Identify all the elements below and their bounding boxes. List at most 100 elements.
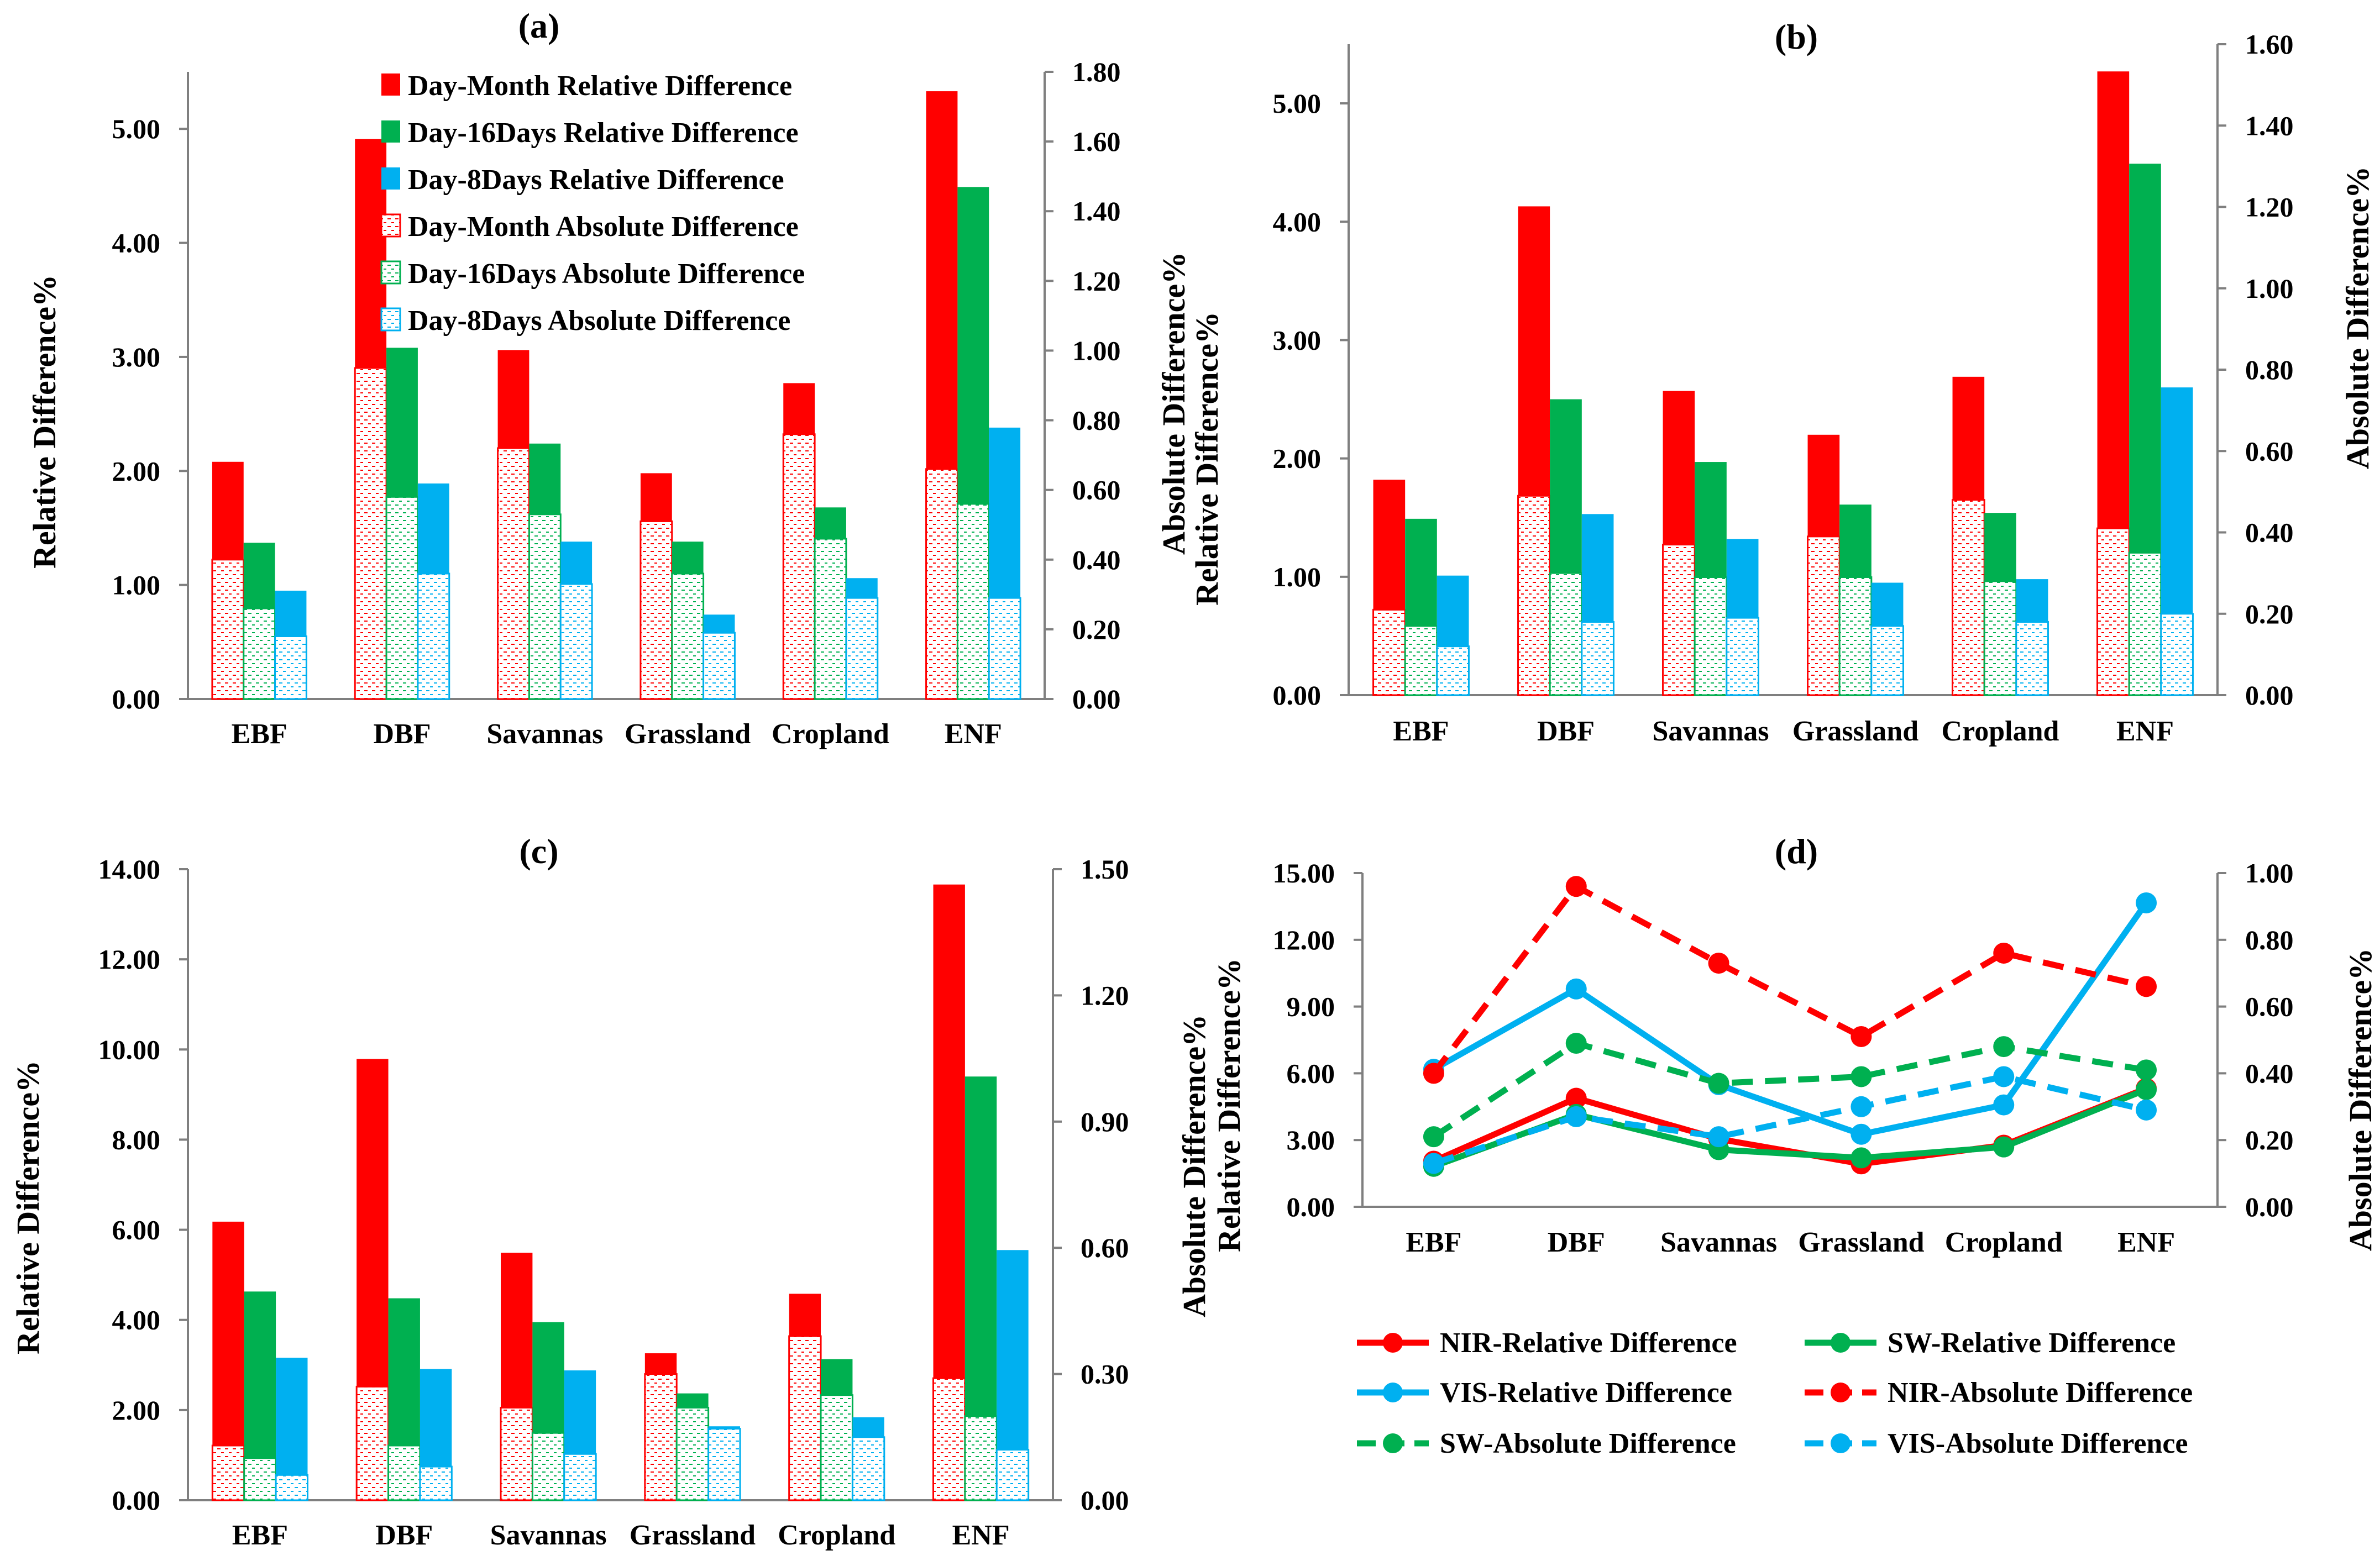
- bar-day-month-absolute-difference: [2096, 527, 2130, 696]
- bar-day-8days-absolute-difference: [559, 583, 593, 700]
- x-tick-label: EBF: [232, 1520, 288, 1551]
- x-tick-label: DBF: [1548, 1227, 1605, 1258]
- y2-tick-label: 0.90: [1081, 1106, 1129, 1137]
- y-tick-label: 15.00: [1273, 858, 1335, 889]
- y2-tick-label: 1.00: [1072, 335, 1121, 366]
- panel-b: (b) Relative Difference% Absolute Differ…: [1189, 17, 2376, 747]
- y-tick-label: 1.00: [1273, 561, 1322, 592]
- legend-label: Day-8Days Relative Difference: [408, 164, 784, 196]
- line-sw-absolute-difference: [1432, 1040, 2147, 1139]
- y2-tick-label: 1.20: [1081, 980, 1129, 1011]
- bar-day-16days-absolute-difference: [814, 538, 847, 700]
- y2-tick-label: 0.80: [2245, 924, 2294, 955]
- point-vis-absolute-difference: [1993, 1066, 2015, 1087]
- point-nir-absolute-difference: [1565, 876, 1587, 897]
- y2-tick-label: 1.60: [2245, 29, 2294, 60]
- panel-c-title: (c): [519, 832, 558, 871]
- y2-tick-label: 0.30: [1081, 1359, 1129, 1390]
- legend-swatch: [380, 260, 401, 285]
- y-tick-label: 4.00: [112, 228, 161, 259]
- bar-day-8days-absolute-difference: [2160, 613, 2194, 696]
- bar-day-16days-absolute-difference: [1549, 572, 1583, 696]
- point-nir-absolute-difference: [1993, 942, 2015, 964]
- bar-day-8days-absolute-difference: [417, 572, 450, 700]
- bar-day-8days-absolute-difference: [1726, 617, 1759, 696]
- y-tick-label: 0.00: [112, 1485, 161, 1516]
- y2-tick-label: 0.00: [1072, 684, 1121, 714]
- legend-label: NIR-Absolute Difference: [1888, 1377, 2193, 1408]
- line-vis-relative-difference: [1432, 901, 2149, 1138]
- panel-b-axes: 0.00 1.00 2.00 3.00 4.00 5.00 0.00 0.20 0.40 0.60…: [1273, 29, 2294, 747]
- point-vis-relative-difference: [2136, 892, 2157, 913]
- y2-tick-label: 1.40: [1072, 196, 1121, 227]
- bar-day-8days-absolute-difference: [1436, 645, 1470, 696]
- panel-a-bars: [211, 91, 1021, 700]
- x-tick-label: ENF: [2117, 1227, 2175, 1258]
- bar-day-month-absolute-difference: [497, 447, 530, 700]
- panel-d-title: (d): [1775, 832, 1818, 871]
- legend-label: VIS-Relative Difference: [1440, 1377, 1732, 1408]
- y-tick-label: 9.00: [1287, 991, 1335, 1022]
- y2-tick-label: 1.20: [1072, 265, 1121, 296]
- bar-day-16days-absolute-difference: [1404, 625, 1438, 696]
- x-tick-label: Grassland: [1792, 716, 1918, 747]
- y2-tick-label: 0.40: [1072, 544, 1121, 575]
- x-tick-label: EBF: [1393, 716, 1449, 747]
- x-tick-label: Grassland: [625, 718, 751, 750]
- y2-tick-label: 0.80: [2245, 354, 2294, 385]
- point-vis-relative-difference: [1993, 1094, 2015, 1116]
- y2-tick-label: 0.00: [2245, 1191, 2294, 1222]
- panel-a-y2-axis-title: Absolute Difference%: [1156, 252, 1192, 555]
- point-sw-absolute-difference: [1708, 1073, 1729, 1094]
- y2-tick-label: 0.60: [1081, 1232, 1129, 1263]
- y2-tick-label: 0.20: [2245, 598, 2294, 629]
- bar-day-16days-absolute-difference: [956, 503, 990, 700]
- y-tick-label: 6.00: [112, 1215, 161, 1245]
- bar-day-month-absolute-difference: [788, 1335, 822, 1501]
- y2-tick-label: 1.60: [1072, 126, 1121, 157]
- legend-label: SW-Absolute Difference: [1440, 1428, 1736, 1459]
- legend-label: Day-Month Relative Difference: [408, 70, 792, 102]
- y-tick-label: 10.00: [98, 1034, 161, 1065]
- point-nir-absolute-difference: [1423, 1063, 1444, 1084]
- bar-day-16days-absolute-difference: [671, 572, 705, 700]
- bar-day-8days-absolute-difference: [988, 597, 1021, 700]
- bar-day-month-absolute-difference: [211, 1444, 245, 1501]
- y2-tick-label: 0.40: [2245, 517, 2294, 548]
- legend-swatch: [381, 73, 400, 96]
- bar-day-8days-absolute-difference: [419, 1465, 453, 1501]
- point-sw-absolute-difference: [1565, 1033, 1587, 1054]
- bar-day-month-absolute-difference: [354, 367, 387, 700]
- x-tick-label: EBF: [232, 718, 287, 750]
- y2-tick-label: 0.40: [2245, 1058, 2294, 1089]
- bar-day-8days-absolute-difference: [1870, 625, 1904, 696]
- x-tick-label: Savannas: [486, 718, 603, 750]
- panel-c-bars: [211, 884, 1030, 1501]
- bar-day-month-absolute-difference: [932, 1377, 966, 1501]
- bar-day-month-absolute-difference: [782, 433, 816, 700]
- x-tick-label: ENF: [2116, 716, 2174, 747]
- x-tick-label: Grassland: [1798, 1227, 1924, 1258]
- bar-day-16days-absolute-difference: [385, 496, 419, 700]
- legend-swatch: [380, 213, 401, 238]
- y-tick-label: 5.00: [1273, 88, 1322, 119]
- point-nir-absolute-difference: [1850, 1026, 1872, 1047]
- x-tick-label: DBF: [374, 718, 431, 750]
- point-vis-absolute-difference: [1565, 1106, 1587, 1127]
- y2-tick-label: 1.40: [2245, 110, 2294, 141]
- y-tick-label: 0.00: [1287, 1191, 1335, 1222]
- y-tick-label: 1.00: [112, 570, 161, 601]
- bar-day-month-absolute-difference: [1517, 495, 1551, 696]
- x-tick-label: Grassland: [630, 1520, 756, 1551]
- panel-d: (d) Relative Difference% Absolute Differ…: [1211, 832, 2378, 1459]
- panel-b-title: (b): [1775, 17, 1818, 56]
- x-tick-label: Cropland: [772, 718, 889, 750]
- y-tick-label: 6.00: [1287, 1058, 1335, 1089]
- point-sw-absolute-difference: [1423, 1126, 1444, 1148]
- bar-day-month-absolute-difference: [500, 1407, 533, 1501]
- point-vis-absolute-difference: [1708, 1126, 1729, 1148]
- y-tick-label: 3.00: [1287, 1124, 1335, 1155]
- bar-day-16days-absolute-difference: [2128, 551, 2162, 696]
- y-tick-label: 12.00: [1273, 924, 1335, 955]
